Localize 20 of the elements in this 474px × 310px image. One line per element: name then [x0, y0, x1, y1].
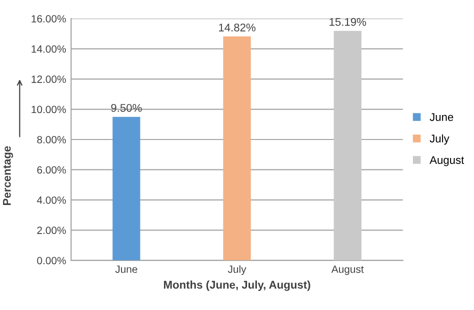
x-tick-label: July: [228, 265, 246, 275]
y-tick-label: 0.00%: [37, 256, 66, 264]
y-tick-label: 12.00%: [32, 76, 66, 83]
y-tick-label: 16.00%: [32, 15, 66, 22]
y-tick-label: 4.00%: [36, 196, 66, 204]
data-label: 14.82%: [219, 24, 256, 32]
data-label: 15.19%: [330, 18, 366, 26]
x-tick-label: August: [331, 266, 364, 275]
y-tick-label: 8.00%: [37, 136, 66, 144]
data-label: 9.50%: [111, 104, 142, 112]
x-axis-title: Months (June, July, August): [164, 280, 310, 291]
y-tick-label: 6.00%: [37, 166, 66, 174]
x-tick-label: June: [115, 266, 138, 273]
legend-label: July: [430, 134, 450, 145]
y-tick-label: 2.00%: [37, 226, 66, 234]
y-axis-title: Percentage: [3, 146, 14, 205]
legend-label: June: [430, 113, 454, 122]
y-tick-label: 10.00%: [32, 106, 66, 114]
y-tick-label: 14.00%: [32, 45, 66, 53]
legend-label: August: [430, 156, 464, 166]
